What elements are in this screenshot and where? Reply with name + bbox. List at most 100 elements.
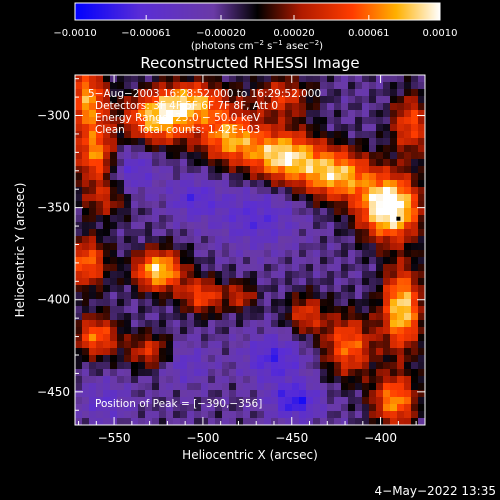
heatmap-cell (278, 250, 286, 258)
heatmap-cell (264, 320, 272, 328)
heatmap-cell (278, 201, 286, 209)
heatmap-cell (236, 166, 244, 174)
heatmap-cell (208, 103, 216, 111)
heatmap-cell (138, 313, 146, 321)
heatmap-cell (341, 187, 349, 195)
heatmap-cell (411, 348, 419, 356)
heatmap-cell (376, 96, 384, 104)
heatmap-cell (131, 201, 139, 209)
heatmap-cell (75, 138, 83, 146)
heatmap-cell (285, 138, 293, 146)
heatmap-cell (257, 124, 265, 132)
heatmap-cell (229, 117, 237, 125)
heatmap-cell (89, 180, 97, 188)
heatmap-cell (348, 383, 356, 391)
heatmap-cell (327, 201, 335, 209)
heatmap-cell (236, 208, 244, 216)
heatmap-cell (383, 257, 391, 265)
heatmap-cell (215, 376, 223, 384)
heatmap-cell (96, 243, 104, 251)
heatmap-cell (348, 264, 356, 272)
heatmap-cell (236, 89, 244, 97)
heatmap-cell (306, 201, 314, 209)
heatmap-cell (159, 75, 167, 83)
heatmap-cell (138, 229, 146, 237)
heatmap-cell (299, 215, 307, 223)
heatmap-cell (362, 215, 370, 223)
heatmap-cell (411, 418, 419, 425)
heatmap-cell (264, 397, 272, 405)
heatmap-cell (103, 117, 111, 125)
heatmap-cell (285, 271, 293, 279)
heatmap-cell (208, 327, 216, 335)
heatmap-cell (236, 362, 244, 370)
heatmap-cell (341, 320, 349, 328)
heatmap-cell (264, 334, 272, 342)
heatmap-cell (348, 89, 356, 97)
heatmap-cell (341, 369, 349, 377)
heatmap-cell (173, 264, 181, 272)
heatmap-cell (82, 124, 90, 132)
heatmap-cell (257, 194, 265, 202)
heatmap-cell (306, 117, 314, 125)
heatmap-cell (355, 404, 363, 412)
heatmap-cell (110, 404, 118, 412)
heatmap-cell (222, 383, 230, 391)
heatmap-cell (194, 187, 202, 195)
heatmap-cell (82, 222, 90, 230)
heatmap-cell (362, 110, 370, 118)
heatmap-cell (348, 194, 356, 202)
heatmap-cell (117, 355, 125, 363)
heatmap-cell (75, 236, 83, 244)
heatmap-cell (250, 138, 258, 146)
heatmap-cell (222, 96, 230, 104)
heatmap-cell (341, 145, 349, 153)
heatmap-cell (145, 145, 153, 153)
heatmap-cell (145, 320, 153, 328)
heatmap-cell (201, 362, 209, 370)
heatmap-cell (145, 222, 153, 230)
heatmap-cell (222, 264, 230, 272)
heatmap-cell (82, 264, 90, 272)
heatmap-cell (166, 243, 174, 251)
heatmap-cell (397, 327, 405, 335)
heatmap-cell (89, 215, 97, 223)
heatmap-cell (348, 75, 356, 83)
heatmap-cell (292, 222, 300, 230)
heatmap-cell (257, 159, 265, 167)
heatmap-cell (404, 103, 412, 111)
heatmap-cell (236, 229, 244, 237)
heatmap-cell (159, 390, 167, 398)
colorbar-tick-label: 0.0010 (423, 28, 458, 39)
heatmap-cell (173, 390, 181, 398)
heatmap-cell (110, 411, 118, 419)
heatmap-cell (222, 82, 230, 90)
heatmap-cell (383, 348, 391, 356)
heatmap-cell (117, 131, 125, 139)
heatmap-cell (299, 341, 307, 349)
heatmap-cell (348, 348, 356, 356)
heatmap-cell (138, 327, 146, 335)
heatmap-cell (376, 278, 384, 286)
heatmap-cell (166, 411, 174, 419)
heatmap-cell (215, 229, 223, 237)
heatmap-cell (257, 341, 265, 349)
heatmap-cell (404, 173, 412, 181)
heatmap-cell (355, 131, 363, 139)
heatmap-cell (229, 243, 237, 251)
heatmap-cell (411, 152, 419, 160)
heatmap-cell (362, 313, 370, 321)
heatmap-cell (243, 173, 251, 181)
heatmap-cell (348, 320, 356, 328)
heatmap-cell (299, 397, 307, 405)
heatmap-cell (124, 166, 132, 174)
heatmap-cell (264, 362, 272, 370)
heatmap-cell (124, 348, 132, 356)
colorbar-units: (photons cm−2 s−1 asec−2) (191, 39, 323, 52)
heatmap-cell (278, 236, 286, 244)
heatmap-cell (334, 180, 342, 188)
heatmap-cell (376, 250, 384, 258)
heatmap-cell (222, 124, 230, 132)
heatmap-cell (110, 103, 118, 111)
heatmap-cell (166, 383, 174, 391)
